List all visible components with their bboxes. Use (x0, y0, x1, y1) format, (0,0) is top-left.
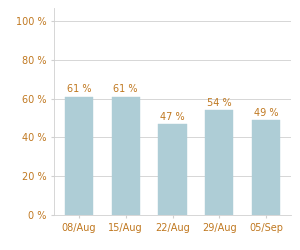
Bar (65, 97, 93, 215)
Bar (112, 97, 140, 215)
Bar (252, 120, 280, 215)
Text: 47 %: 47 % (160, 112, 185, 122)
Text: 54 %: 54 % (207, 98, 232, 108)
Text: 49 %: 49 % (254, 108, 278, 118)
Bar (205, 110, 233, 215)
Text: 61 %: 61 % (67, 84, 91, 94)
Bar (158, 124, 187, 215)
Text: 61 %: 61 % (113, 84, 138, 94)
